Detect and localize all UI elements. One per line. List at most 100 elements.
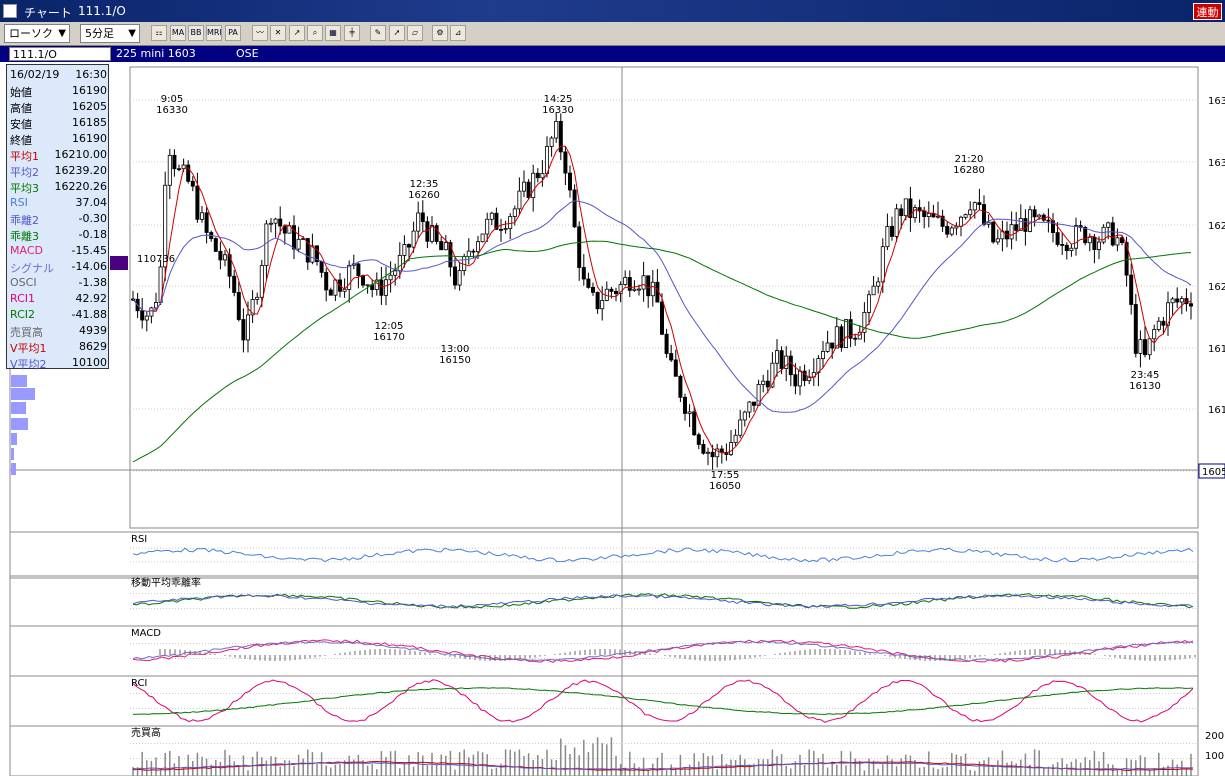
candle-up bbox=[1037, 214, 1042, 218]
data-row: V平均1 8629 bbox=[10, 339, 107, 355]
candle-up bbox=[1069, 247, 1074, 251]
data-row: 乖離3 -0.18 bbox=[10, 227, 107, 243]
candle-down bbox=[982, 204, 987, 225]
candle-up bbox=[876, 281, 881, 287]
annotation-price: 16050 bbox=[709, 481, 741, 492]
candle-up bbox=[632, 288, 637, 291]
candle-up bbox=[388, 274, 393, 281]
candle-up bbox=[1115, 237, 1120, 246]
table-icon[interactable]: ▦ bbox=[325, 25, 341, 41]
instrument-market: OSE bbox=[236, 47, 259, 60]
bb-icon[interactable]: BB bbox=[188, 25, 204, 41]
data-row: 乖離2 -0.30 bbox=[10, 211, 107, 227]
chart-type-icon[interactable]: ⚏ bbox=[151, 25, 167, 41]
candle-up bbox=[972, 202, 977, 211]
chart-area[interactable]: 110736 163 163 162 162 161 161 1605 9:05 16330 14:… bbox=[0, 62, 1225, 776]
price-axis-label: 162 bbox=[1208, 221, 1225, 232]
data-row-label: 始値 bbox=[10, 86, 32, 99]
data-row-label: V平均2 bbox=[10, 358, 47, 371]
instrument-code-field[interactable]: 111.1/O bbox=[9, 47, 111, 61]
chart-app-icon bbox=[3, 4, 17, 18]
pa-icon[interactable]: PA bbox=[225, 25, 241, 41]
annotation-time: 21:20 bbox=[955, 154, 984, 165]
candle-down bbox=[710, 451, 715, 458]
candle-down bbox=[204, 212, 209, 233]
candle-up bbox=[715, 448, 720, 458]
candle-up bbox=[1074, 225, 1079, 249]
data-row-label: 乖離2 bbox=[10, 214, 39, 227]
interval-value: 5分足 bbox=[85, 27, 114, 40]
data-row: 終値 16190 bbox=[10, 131, 107, 147]
candle-up bbox=[1097, 241, 1102, 251]
mre-icon[interactable]: MRE bbox=[206, 25, 222, 41]
candle-down bbox=[765, 380, 770, 388]
cross-icon[interactable]: ✕ bbox=[270, 25, 286, 41]
annotation-time: 13:00 bbox=[441, 344, 470, 355]
candle-up bbox=[986, 221, 991, 225]
candle-down bbox=[664, 333, 669, 354]
candle-up bbox=[273, 218, 278, 224]
data-row-label: OSCI bbox=[10, 276, 37, 289]
current-price-box bbox=[1198, 463, 1225, 479]
chart-type-dropdown[interactable]: ローソク ▼ bbox=[4, 24, 70, 43]
mre-label: MRE bbox=[207, 28, 221, 37]
candle-up bbox=[913, 207, 918, 219]
data-row: 高値 16205 bbox=[10, 99, 107, 115]
cursor-select-icon[interactable]: ↗ bbox=[289, 25, 305, 41]
candle-down bbox=[140, 310, 145, 321]
candle-up bbox=[1101, 226, 1106, 243]
data-row-value: 10100 bbox=[72, 356, 107, 369]
data-row-value: -1.38 bbox=[78, 276, 107, 289]
sub-panel-frame bbox=[9, 725, 1199, 776]
candle-down bbox=[568, 172, 573, 191]
annotation-time: 9:05 bbox=[161, 94, 183, 105]
candle-up bbox=[995, 238, 1000, 243]
eraser-icon[interactable]: ▱ bbox=[407, 25, 423, 41]
candle-up bbox=[466, 250, 471, 257]
current-price-label: 1605 bbox=[1202, 467, 1225, 478]
candle-up bbox=[167, 154, 172, 186]
data-row-label: シグナル bbox=[10, 262, 54, 275]
candle-up bbox=[310, 245, 315, 263]
candle-down bbox=[977, 202, 982, 205]
candle-down bbox=[609, 288, 614, 292]
data-row: V平均2 10100 bbox=[10, 355, 107, 371]
marker-label: 110736 bbox=[137, 254, 175, 265]
pointer-icon[interactable]: ➚ bbox=[389, 25, 405, 41]
interval-dropdown[interactable]: 5分足 ▼ bbox=[80, 24, 140, 43]
measure-icon[interactable]: ⊿ bbox=[450, 25, 466, 41]
candle-up bbox=[959, 216, 964, 227]
annotation-price: 16170 bbox=[373, 332, 405, 343]
candle-down bbox=[839, 326, 844, 348]
volume-axis-label: 100 bbox=[1205, 751, 1224, 762]
pen-icon[interactable]: ✎ bbox=[370, 25, 386, 41]
data-row-value: 42.92 bbox=[75, 292, 108, 305]
deviation3-line bbox=[132, 594, 1194, 608]
candle-down bbox=[1055, 232, 1060, 245]
sub-panel-label: 売買高 bbox=[131, 726, 161, 739]
data-row-value: 16190 bbox=[72, 132, 107, 145]
price-axis-label: 161 bbox=[1208, 405, 1225, 416]
volume-profile-bar bbox=[11, 375, 27, 387]
line-icon[interactable]: 〰 bbox=[252, 25, 268, 41]
candle-down bbox=[176, 168, 181, 171]
ma-icon[interactable]: MA bbox=[170, 25, 186, 41]
rci1-line bbox=[132, 679, 1194, 723]
candle-down bbox=[1092, 236, 1097, 251]
data-row: RCI1 42.92 bbox=[10, 291, 107, 307]
candle-down bbox=[591, 287, 596, 293]
link-button[interactable]: 連動 bbox=[1193, 3, 1222, 20]
candle-down bbox=[1064, 244, 1069, 251]
data-row-value: -14.06 bbox=[71, 260, 107, 273]
divider-icon[interactable]: ╪ bbox=[344, 25, 360, 41]
candle-down bbox=[788, 355, 793, 376]
data-row-value: 16205 bbox=[72, 100, 107, 113]
candle-down bbox=[186, 164, 191, 182]
price-chart-canvas[interactable]: 11073616316316216216116116059:051633014:… bbox=[0, 62, 1225, 776]
settings-gear-icon[interactable]: ⚙ bbox=[432, 25, 448, 41]
candle-down bbox=[646, 275, 651, 297]
data-row: 売買高 4939 bbox=[10, 323, 107, 339]
candle-up bbox=[149, 307, 154, 317]
zoom-icon[interactable]: ⌕ bbox=[307, 25, 323, 41]
data-row-label: 平均1 bbox=[10, 150, 39, 163]
